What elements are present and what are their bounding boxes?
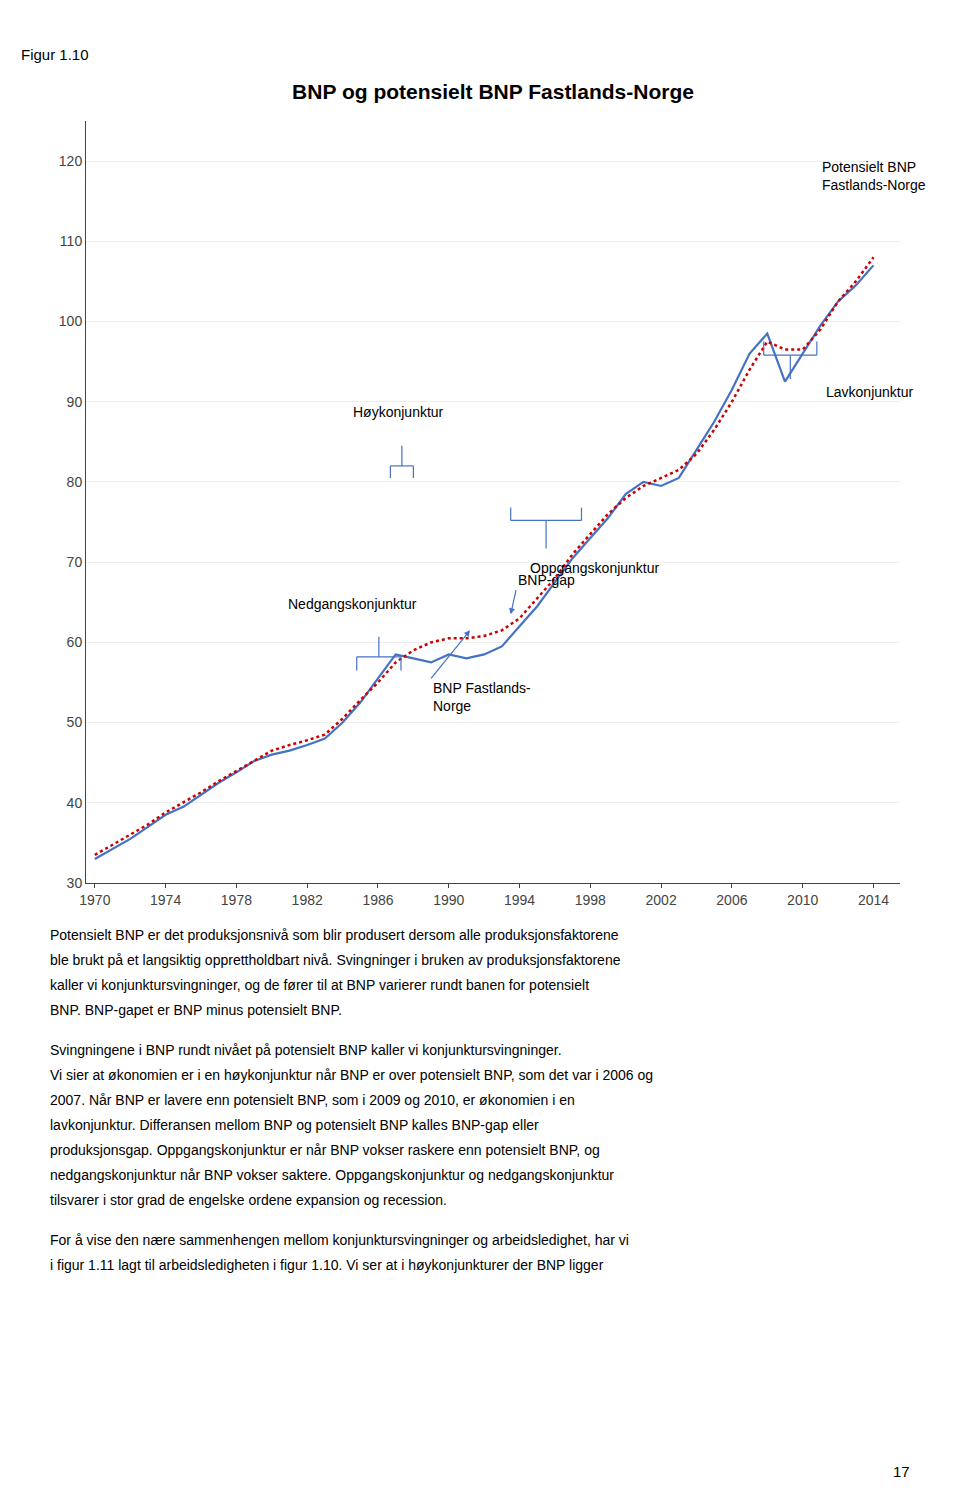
svg-text:1982: 1982 <box>292 892 323 908</box>
svg-text:40: 40 <box>67 795 83 811</box>
svg-text:1970: 1970 <box>79 892 110 908</box>
svg-text:BNP og potensielt BNP Fastland: BNP og potensielt BNP Fastlands-Norge <box>292 80 694 103</box>
svg-text:Lavkonjunktur: Lavkonjunktur <box>826 384 914 400</box>
svg-text:1986: 1986 <box>362 892 393 908</box>
svg-text:2010: 2010 <box>787 892 818 908</box>
svg-text:Høykonjunktur: Høykonjunktur <box>353 404 444 420</box>
svg-text:BNP-gap: BNP-gap <box>518 572 575 588</box>
svg-text:produksjonsgap. Oppgangskonjun: produksjonsgap. Oppgangskonjunktur er nå… <box>50 1142 600 1158</box>
svg-text:50: 50 <box>67 714 83 730</box>
svg-text:80: 80 <box>67 474 83 490</box>
svg-text:110: 110 <box>60 233 83 249</box>
svg-text:Oppgangskonjunktur: Oppgangskonjunktur <box>530 560 660 576</box>
svg-text:60: 60 <box>67 634 83 650</box>
svg-text:lavkonjunktur. Differansen mel: lavkonjunktur. Differansen mellom BNP og… <box>50 1117 539 1133</box>
svg-text:1974: 1974 <box>150 892 181 908</box>
svg-text:1990: 1990 <box>433 892 464 908</box>
svg-text:nedgangskonjunktur når BNP vok: nedgangskonjunktur når BNP vokser sakter… <box>50 1167 614 1183</box>
svg-text:kaller vi konjunktursvingninge: kaller vi konjunktursvingninger, og de f… <box>50 977 589 993</box>
svg-text:Potensielt BNP er det produksj: Potensielt BNP er det produksjonsnivå so… <box>50 927 619 943</box>
svg-text:Svingningene i BNP rundt nivåe: Svingningene i BNP rundt nivået på poten… <box>50 1042 562 1058</box>
svg-text:1998: 1998 <box>575 892 606 908</box>
svg-text:BNP. BNP-gapet er BNP minus po: BNP. BNP-gapet er BNP minus potensielt B… <box>50 1002 342 1018</box>
svg-text:For å vise den nære sammenheng: For å vise den nære sammenhengen mellom … <box>50 1232 629 1248</box>
svg-text:Figur 1.10: Figur 1.10 <box>21 46 89 63</box>
svg-text:tilsvarer i stor grad de engel: tilsvarer i stor grad de engelske ordene… <box>50 1192 447 1208</box>
svg-text:2006: 2006 <box>716 892 747 908</box>
svg-text:17: 17 <box>893 1463 910 1480</box>
svg-text:100: 100 <box>59 313 83 329</box>
svg-text:70: 70 <box>67 554 83 570</box>
svg-text:2002: 2002 <box>646 892 677 908</box>
svg-text:i figur 1.11 lagt til arbeidsl: i figur 1.11 lagt til arbeidsledigheten … <box>50 1257 604 1273</box>
svg-text:Potensielt BNPFastlands-Norge: Potensielt BNPFastlands-Norge <box>822 159 926 193</box>
svg-text:Vi sier at økonomien er i en h: Vi sier at økonomien er i en høykonjunkt… <box>50 1067 653 1083</box>
svg-text:1978: 1978 <box>221 892 252 908</box>
svg-text:2007. Når BNP er lavere enn po: 2007. Når BNP er lavere enn potensielt B… <box>50 1092 575 1108</box>
svg-text:1994: 1994 <box>504 892 535 908</box>
svg-text:2014: 2014 <box>858 892 889 908</box>
svg-text:120: 120 <box>59 153 83 169</box>
svg-text:90: 90 <box>67 394 83 410</box>
svg-text:30: 30 <box>67 875 83 891</box>
svg-text:Nedgangskonjunktur: Nedgangskonjunktur <box>288 596 417 612</box>
svg-text:ble brukt på et langsiktig opp: ble brukt på et langsiktig opprettholdba… <box>50 952 621 968</box>
svg-text:BNP Fastlands-Norge: BNP Fastlands-Norge <box>433 680 531 714</box>
